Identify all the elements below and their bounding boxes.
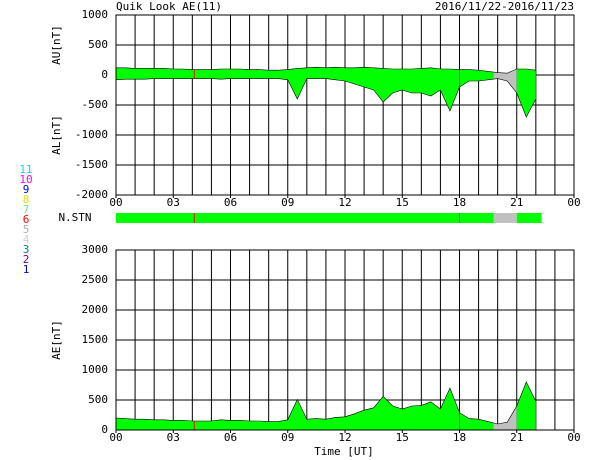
station-legend-label: 1: [23, 263, 30, 276]
x-tick-label: 12: [338, 431, 351, 444]
y-tick-label: -1500: [75, 158, 108, 171]
y-tick-label: -500: [82, 98, 109, 111]
y-tick-label: 500: [88, 393, 108, 406]
x-tick-label: 00: [567, 196, 580, 209]
area-fill: [116, 67, 494, 75]
station-legend-label: 10: [19, 173, 32, 186]
y-tick-label: 1000: [82, 363, 109, 376]
x-tick-label: 18: [453, 431, 466, 444]
y-axis-label: AL[nT]: [50, 115, 63, 155]
area-fill: [516, 382, 536, 430]
station-legend-label: 7: [23, 203, 30, 216]
x-tick-label: 15: [396, 431, 409, 444]
x-tick-label: 06: [224, 431, 237, 444]
y-axis-label: AU[nT]: [50, 25, 63, 65]
x-tick-label: 09: [281, 431, 294, 444]
y-tick-label: 1500: [82, 333, 109, 346]
station-legend-label: 11: [19, 163, 32, 176]
area-fill: [516, 75, 536, 117]
y-tick-label: 0: [101, 68, 108, 81]
x-axis-label: Time [UT]: [314, 445, 374, 458]
station-legend-label: 4: [23, 233, 30, 246]
x-tick-label: 06: [224, 196, 237, 209]
nstn-segment: [116, 213, 494, 223]
x-tick-label: 09: [281, 196, 294, 209]
area-outline: [115, 381, 537, 425]
x-tick-label: 00: [567, 431, 580, 444]
y-tick-label: 2000: [82, 303, 109, 316]
area-fill: [493, 69, 517, 75]
x-tick-label: 00: [109, 196, 122, 209]
area-fill: [516, 69, 536, 75]
y-tick-label: -1000: [75, 128, 108, 141]
date-range: 2016/11/22-2016/11/23: [435, 0, 574, 13]
y-tick-label: 1000: [82, 8, 109, 21]
y-tick-label: 3000: [82, 243, 109, 256]
x-tick-label: 03: [167, 196, 180, 209]
y-tick-label: 500: [88, 38, 108, 51]
y-axis-label: AE[nT]: [50, 320, 63, 360]
title: Quik Look AE(11): [116, 0, 222, 13]
x-tick-label: 21: [510, 196, 523, 209]
station-legend-label: 9: [23, 183, 30, 196]
area-fill: [116, 75, 494, 111]
x-tick-label: 12: [338, 196, 351, 209]
x-tick-label: 00: [109, 431, 122, 444]
area-fill: [116, 388, 494, 430]
x-tick-label: 03: [167, 431, 180, 444]
station-legend-label: 5: [23, 223, 30, 236]
area-outline: [116, 66, 536, 74]
station-legend-label: 3: [23, 243, 30, 256]
x-tick-label: 21: [510, 431, 523, 444]
x-tick-label: 15: [396, 196, 409, 209]
y-tick-label: 2500: [82, 273, 109, 286]
area-outline: [115, 78, 537, 118]
nstn-segment: [493, 213, 517, 223]
station-legend-label: 8: [23, 193, 30, 206]
area-fill: [493, 405, 517, 430]
station-legend-label: 6: [23, 213, 30, 226]
area-fill: [493, 75, 517, 94]
nstn-segment: [516, 213, 542, 223]
station-legend-label: 2: [23, 253, 30, 266]
y-tick-label: 0: [101, 423, 108, 436]
x-tick-label: 18: [453, 196, 466, 209]
y-tick-label: -2000: [75, 188, 108, 201]
nstn-label: N.STN: [58, 211, 91, 224]
